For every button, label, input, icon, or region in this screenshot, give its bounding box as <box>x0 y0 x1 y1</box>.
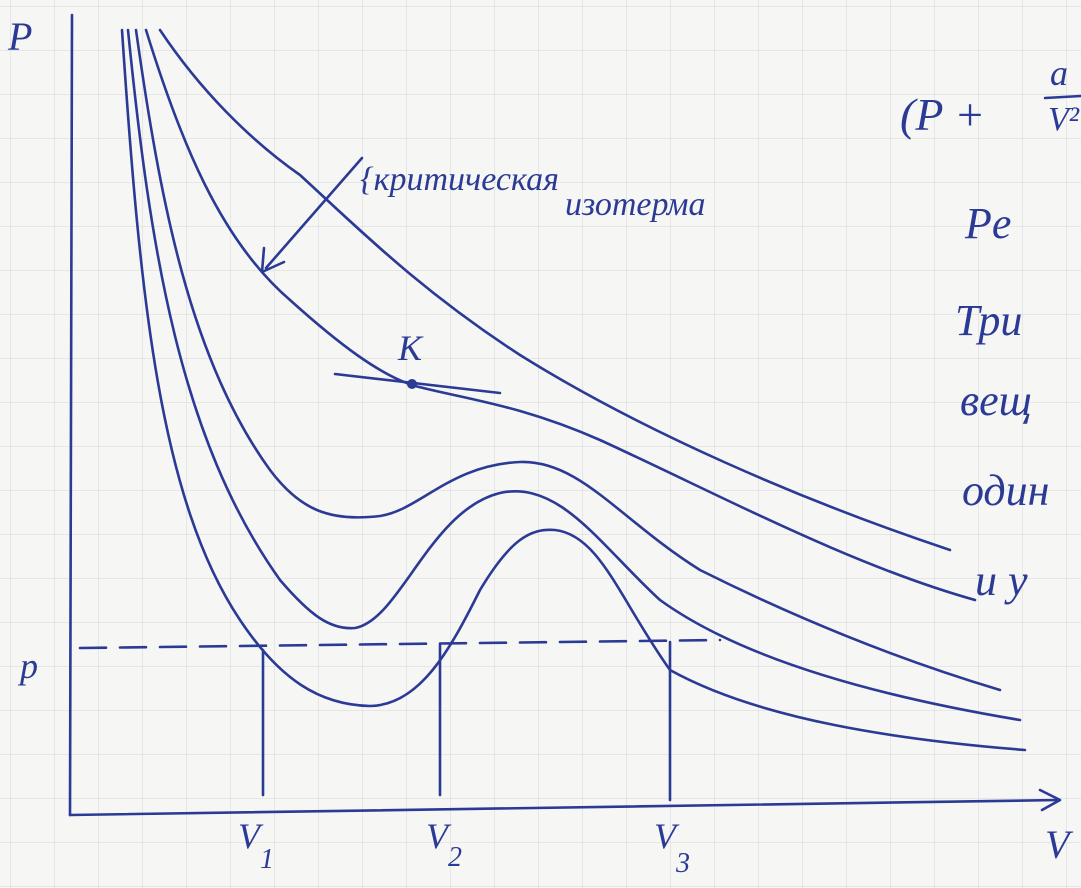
text-line: один <box>962 466 1050 515</box>
annotation: изотерма <box>565 186 705 223</box>
text-line: и у <box>975 556 1028 605</box>
volume-index: 1 <box>260 844 274 875</box>
volume-index: 3 <box>675 848 690 879</box>
text-line: Три <box>955 296 1022 345</box>
equation: (P + <box>900 89 985 140</box>
critical-point <box>407 379 417 389</box>
point-label: K <box>397 328 424 368</box>
equation-numerator: a <box>1050 53 1068 93</box>
volume-index: 2 <box>448 842 462 873</box>
diagram: P V p V1 V2 V3 K {критическая изотерма (… <box>0 0 1081 888</box>
annotation: {критическая <box>360 161 559 198</box>
y-axis-label: P <box>7 14 32 59</box>
equation-denominator: V² <box>1048 101 1080 138</box>
text-line: Pe <box>964 199 1011 248</box>
text-line: вещ <box>960 376 1032 425</box>
pressure-label: p <box>17 646 38 686</box>
page: P V p V1 V2 V3 K {критическая изотерма (… <box>0 0 1081 888</box>
